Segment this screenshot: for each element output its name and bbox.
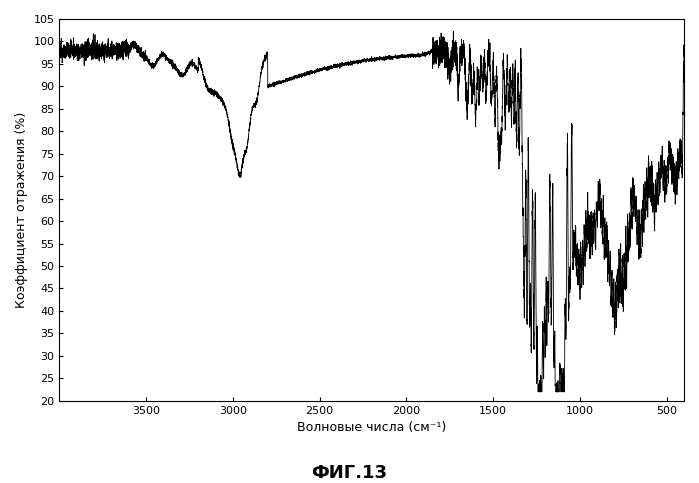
Y-axis label: Коэффициент отражения (%): Коэффициент отражения (%) xyxy=(15,112,28,308)
X-axis label: Волновые числа (см⁻¹): Волновые числа (см⁻¹) xyxy=(297,421,447,434)
Text: ФИГ.13: ФИГ.13 xyxy=(312,464,387,482)
